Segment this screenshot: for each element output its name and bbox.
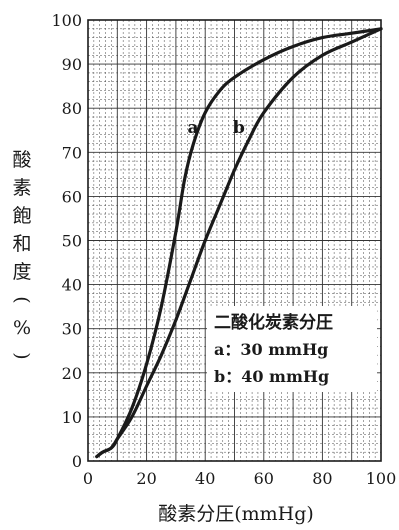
y-axis-label-char: 度	[12, 261, 31, 283]
y-tick-label: 50	[62, 232, 82, 251]
y-tick-label: 40	[62, 276, 82, 295]
curve-label-a: a	[187, 118, 198, 138]
y-axis-label-char: 酸	[12, 149, 31, 171]
y-axis-label-char: )	[11, 352, 33, 359]
x-tick-label: 0	[83, 469, 93, 488]
y-tick-label: 60	[62, 187, 82, 206]
x-tick-label: 20	[136, 469, 156, 488]
curve-b	[95, 27, 383, 459]
x-tick-label: 60	[254, 469, 274, 488]
y-axis-label-char: 飽	[12, 205, 31, 227]
y-tick-label: 10	[62, 408, 82, 427]
x-tick-label: 100	[366, 469, 397, 488]
legend: 二酸化炭素分圧 a：30 mmHg b：40 mmHg	[207, 306, 377, 392]
curves	[95, 27, 383, 459]
y-tick-label: 70	[62, 143, 82, 162]
y-tick-label: 100	[51, 11, 82, 30]
plot-frame	[87, 19, 382, 462]
y-axis-ticks: 0 10 20 30 40 50 60 70 80 90 100	[51, 11, 82, 471]
legend-box	[207, 306, 377, 392]
x-tick-label: 80	[312, 469, 332, 488]
y-tick-label: 0	[72, 452, 82, 471]
curve-label-b: b	[233, 118, 245, 138]
legend-title: 二酸化炭素分圧	[214, 312, 333, 333]
y-tick-label: 90	[62, 55, 82, 74]
y-axis-label-char: %	[13, 317, 31, 339]
y-tick-label: 80	[62, 99, 82, 118]
legend-entry-b: b：40 mmHg	[214, 367, 329, 386]
curve-a	[95, 27, 383, 459]
x-axis-ticks: 0 20 40 60 80 100	[83, 469, 396, 488]
y-axis-label-char: 和	[12, 233, 31, 255]
x-tick-label: 40	[195, 469, 215, 488]
y-axis-label-char: (	[11, 296, 33, 303]
x-axis-label: 酸素分圧(mmHg)	[158, 503, 314, 525]
y-tick-label: 30	[62, 320, 82, 339]
y-axis-label-char: 素	[12, 177, 31, 199]
grid	[87, 19, 382, 462]
legend-entry-a: a：30 mmHg	[214, 340, 328, 359]
y-tick-label: 20	[62, 364, 82, 383]
